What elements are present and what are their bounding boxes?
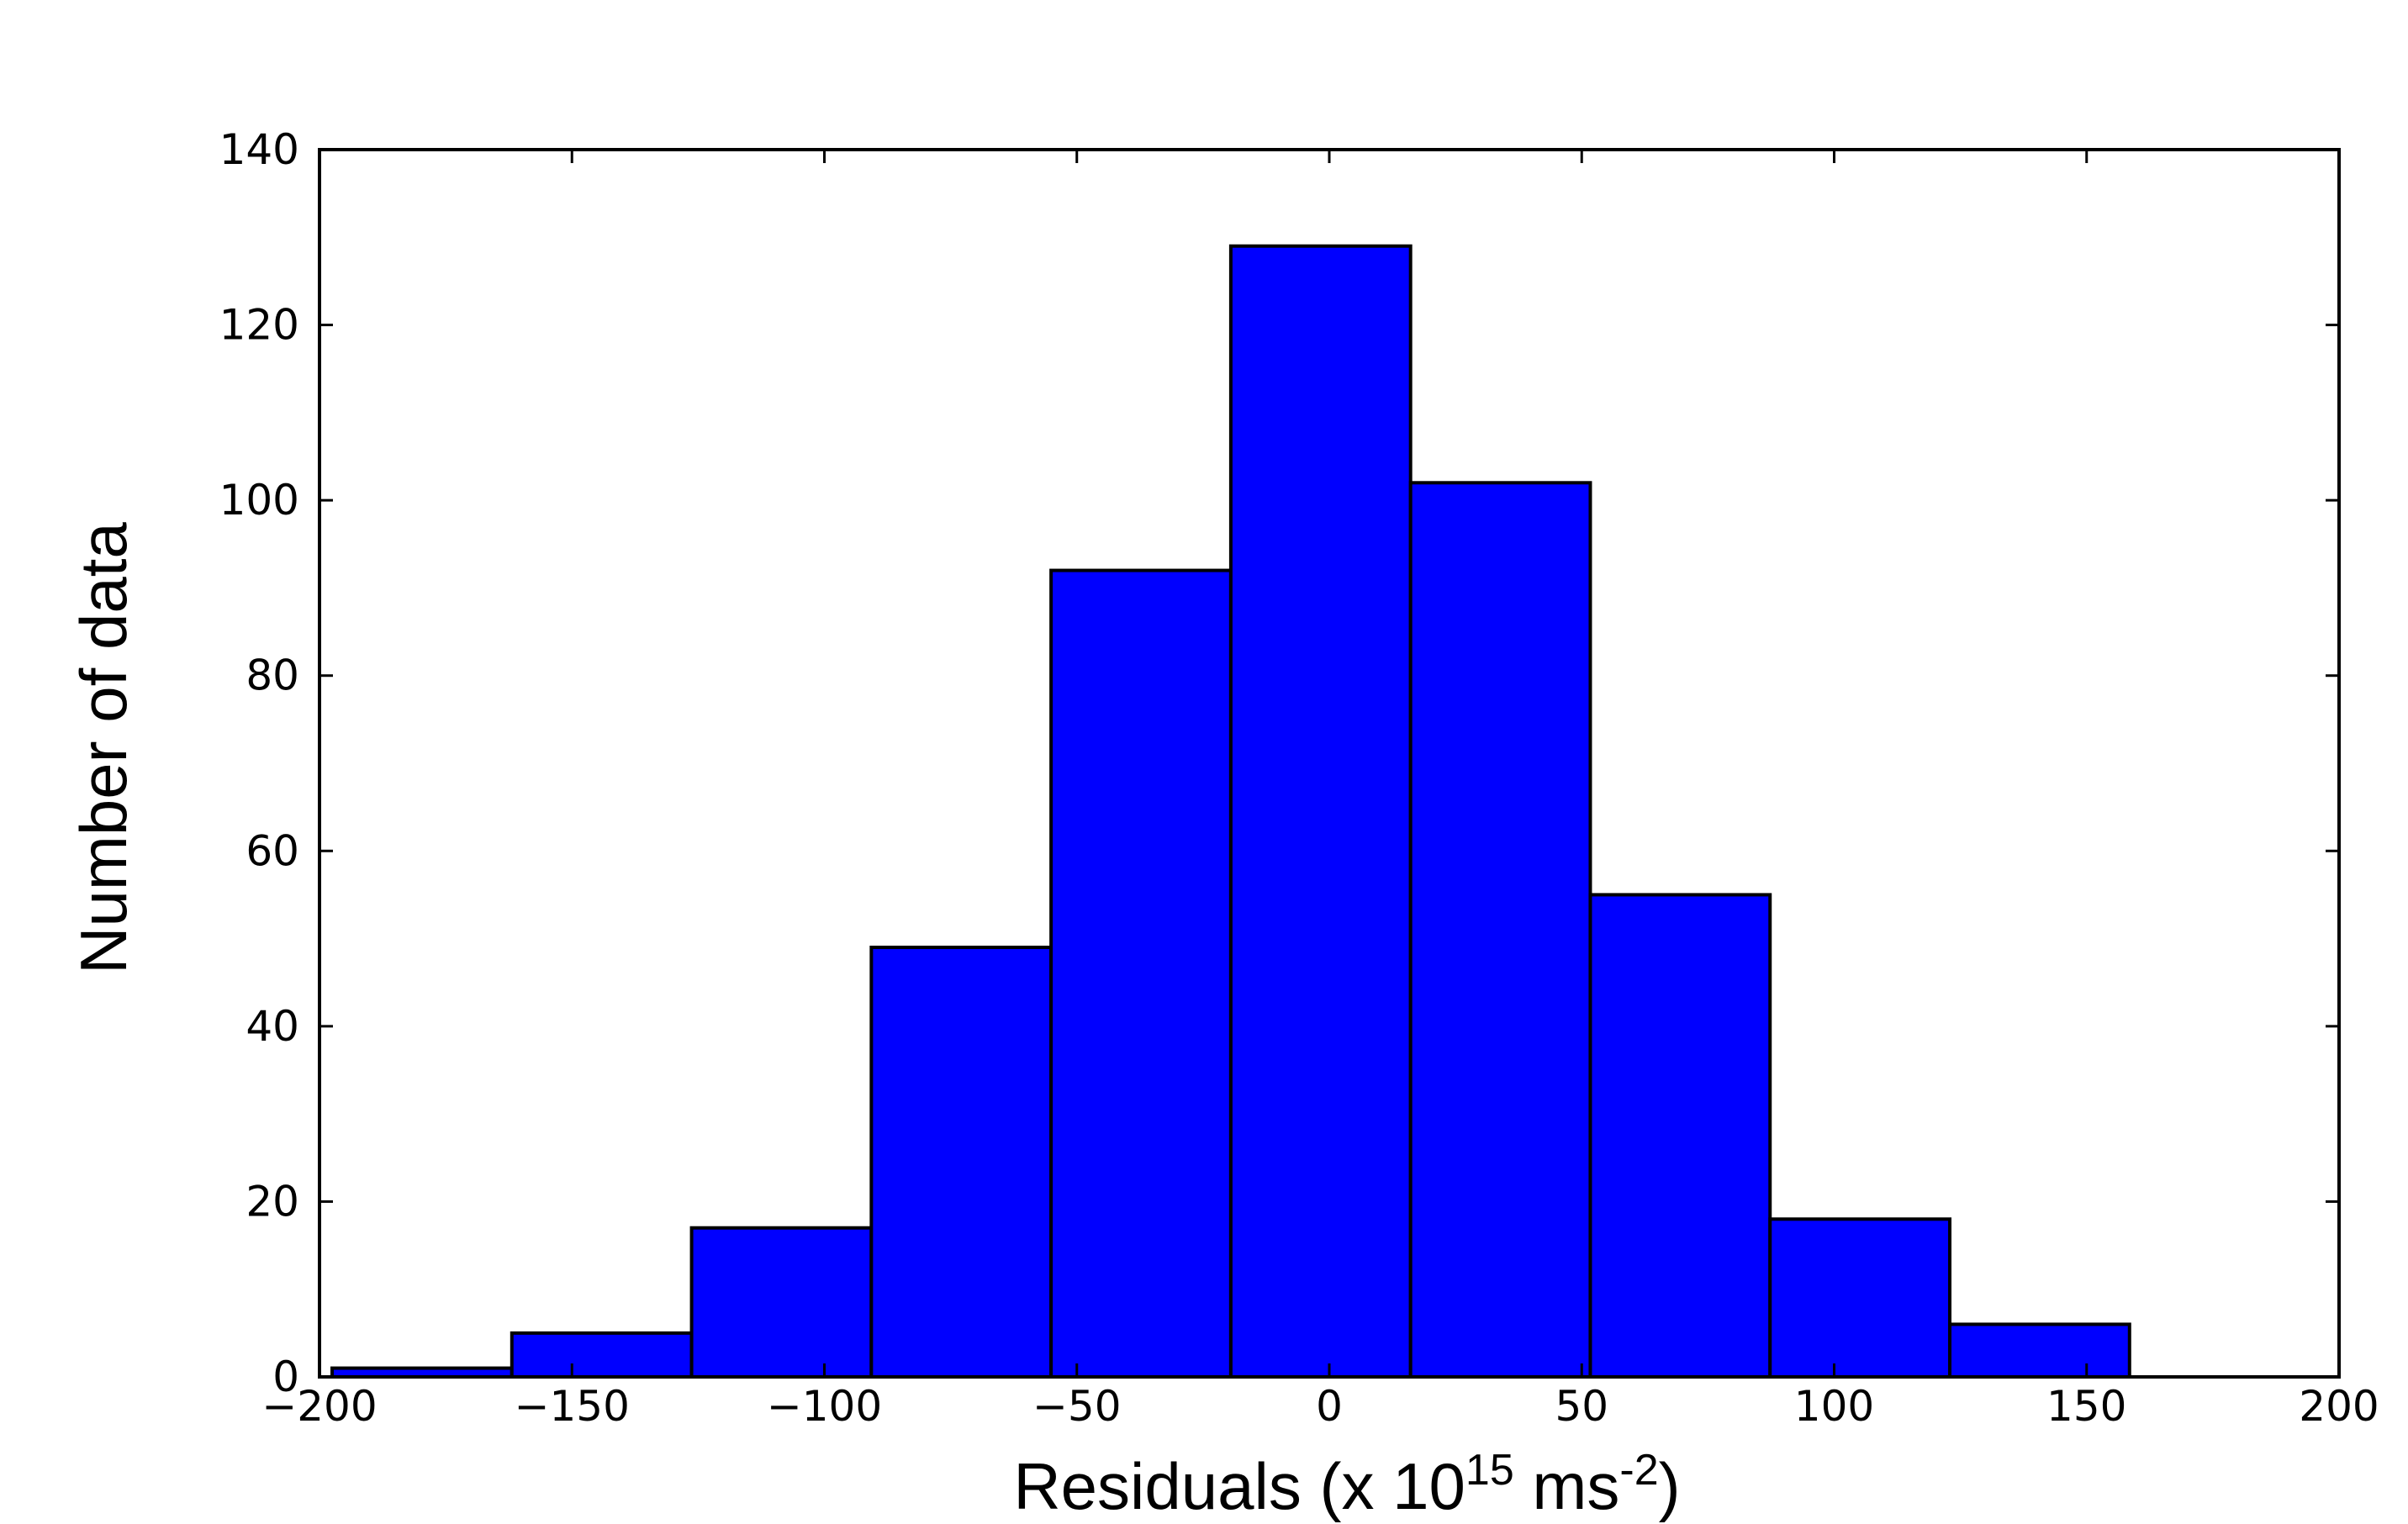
plot-frame — [318, 148, 2341, 1379]
x-tick-label: −100 — [767, 1382, 882, 1431]
x-tick-label: −200 — [261, 1382, 377, 1431]
x-tick-label: 100 — [1794, 1382, 1874, 1431]
histogram-bar — [1049, 568, 1233, 1379]
histogram-bar — [1408, 481, 1592, 1379]
x-axis-title-middle: ms — [1514, 1449, 1620, 1523]
x-tick-label: −50 — [1032, 1382, 1122, 1431]
bars-layer — [330, 244, 2131, 1379]
y-axis-title: Number of data — [66, 522, 140, 974]
x-tick-label: 0 — [1316, 1382, 1343, 1431]
histogram-bar — [510, 1331, 694, 1379]
tick-labels-layer: −200 −150 −100 −50 0 50 100 150 200 0 20 40 60 80 100 1… — [219, 125, 2379, 1431]
x-tick-label: 50 — [1555, 1382, 1608, 1431]
y-tick-label: 100 — [219, 476, 299, 525]
x-tick-label: 150 — [2046, 1382, 2126, 1431]
x-axis-title-suffix: ) — [1659, 1449, 1681, 1523]
y-tick-label: 0 — [272, 1353, 299, 1401]
y-tick-label: 60 — [246, 826, 299, 875]
y-tick-label: 20 — [246, 1177, 299, 1226]
x-axis-title-sup2: -2 — [1619, 1446, 1658, 1495]
x-tick-label: 200 — [2299, 1382, 2379, 1431]
histogram-bar — [1948, 1322, 2131, 1379]
x-axis-title-sup1: 15 — [1465, 1446, 1514, 1495]
y-tick-label: 40 — [246, 1002, 299, 1051]
x-axis-title: Residuals (x 1015 ms-2) — [1013, 1446, 1680, 1523]
histogram-bar — [1768, 1217, 1952, 1379]
y-tick-label: 140 — [219, 125, 299, 174]
histogram-bar — [1588, 893, 1772, 1379]
x-tick-label: −150 — [515, 1382, 630, 1431]
ticks-layer — [318, 148, 2341, 1379]
x-axis-title-prefix: Residuals (x 10 — [1013, 1449, 1465, 1523]
histogram-bar — [869, 946, 1054, 1379]
y-tick-label: 80 — [246, 651, 299, 700]
histogram-bar — [689, 1226, 874, 1379]
y-tick-label: 120 — [219, 301, 299, 350]
histogram-bar — [1228, 244, 1413, 1379]
